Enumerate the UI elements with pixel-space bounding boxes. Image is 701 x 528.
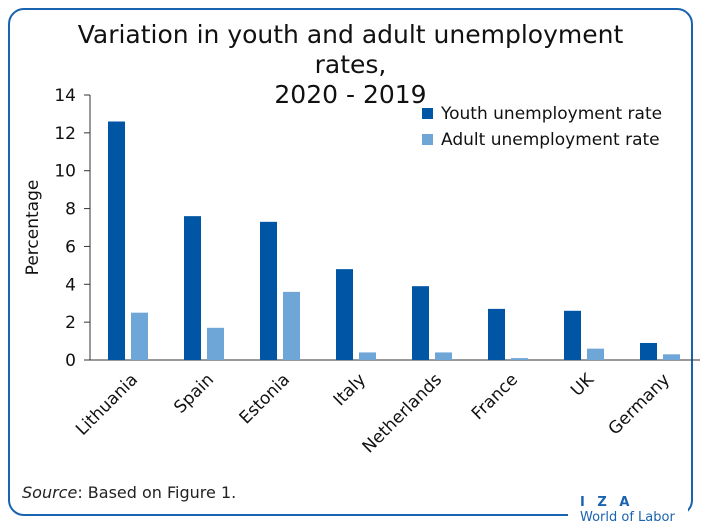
y-tick-label: 10 xyxy=(54,162,76,182)
y-tick-label: 14 xyxy=(54,86,76,106)
youth-bar-spain xyxy=(184,216,201,360)
axes: 0 2 4 6 8 10 12 14 Percentage xyxy=(23,86,700,371)
adult-bar-estonia xyxy=(283,291,300,360)
youth-bar-estonia xyxy=(260,221,277,360)
youth-bar-uk xyxy=(564,310,581,360)
x-tick-label-estonia: Estonia xyxy=(236,370,294,428)
youth-bar-netherlands xyxy=(412,286,429,360)
y-tick-label: 6 xyxy=(65,237,76,257)
adult-bar-netherlands xyxy=(435,352,452,360)
adult-bar-italy xyxy=(359,352,376,360)
chart-title-line-1: Variation in youth and adult unemploymen… xyxy=(77,20,624,79)
adult-bar-spain xyxy=(207,327,224,360)
brand-bottom: World of Labor xyxy=(580,510,675,525)
adult-bar-lithuania xyxy=(131,312,148,360)
y-tick-label: 0 xyxy=(65,351,76,371)
brand-top: I Z A xyxy=(580,495,634,510)
adult-bar-uk xyxy=(587,348,604,360)
source-note: Source: Based on Figure 1. xyxy=(22,483,236,502)
legend-label-adult: Adult unemployment rate xyxy=(441,130,660,150)
y-tick-label: 2 xyxy=(65,313,76,333)
source-label: Source xyxy=(22,483,78,502)
iza-logo: I Z A World of Labor xyxy=(568,496,688,528)
youth-bar-italy xyxy=(336,269,353,360)
chart-title: Variation in youth and adult unemploymen… xyxy=(40,20,661,110)
youth-bar-lithuania xyxy=(108,121,125,360)
x-tick-label-spain: Spain xyxy=(170,370,218,418)
x-tick-label-germany: Germany xyxy=(605,370,674,439)
legend-swatch-youth xyxy=(422,108,433,119)
y-tick-label: 8 xyxy=(65,200,76,220)
y-tick-label: 4 xyxy=(65,275,76,295)
youth-bar-france xyxy=(488,308,505,360)
adult-bar-germany xyxy=(663,354,680,360)
adult-bar-france xyxy=(511,358,528,360)
legend-swatch-adult xyxy=(422,134,433,145)
y-axis-label: Percentage xyxy=(23,180,43,276)
x-tick-label-italy: Italy xyxy=(330,370,370,410)
legend-label-youth: Youth unemployment rate xyxy=(440,104,662,124)
youth-bar-germany xyxy=(640,342,657,360)
x-tick-label-lithuania: Lithuania xyxy=(72,370,142,440)
y-tick-label: 12 xyxy=(54,124,76,144)
x-tick-label-france: France xyxy=(468,370,522,424)
bars xyxy=(108,121,680,360)
x-tick-label-uk: UK xyxy=(567,369,598,400)
source-text: : Based on Figure 1. xyxy=(77,483,237,502)
chart-title-line-2: 2020 - 2019 xyxy=(274,80,427,109)
legend: Youth unemployment rate Adult unemploymen… xyxy=(422,104,662,150)
x-tick-label-netherlands: Netherlands xyxy=(359,370,447,458)
